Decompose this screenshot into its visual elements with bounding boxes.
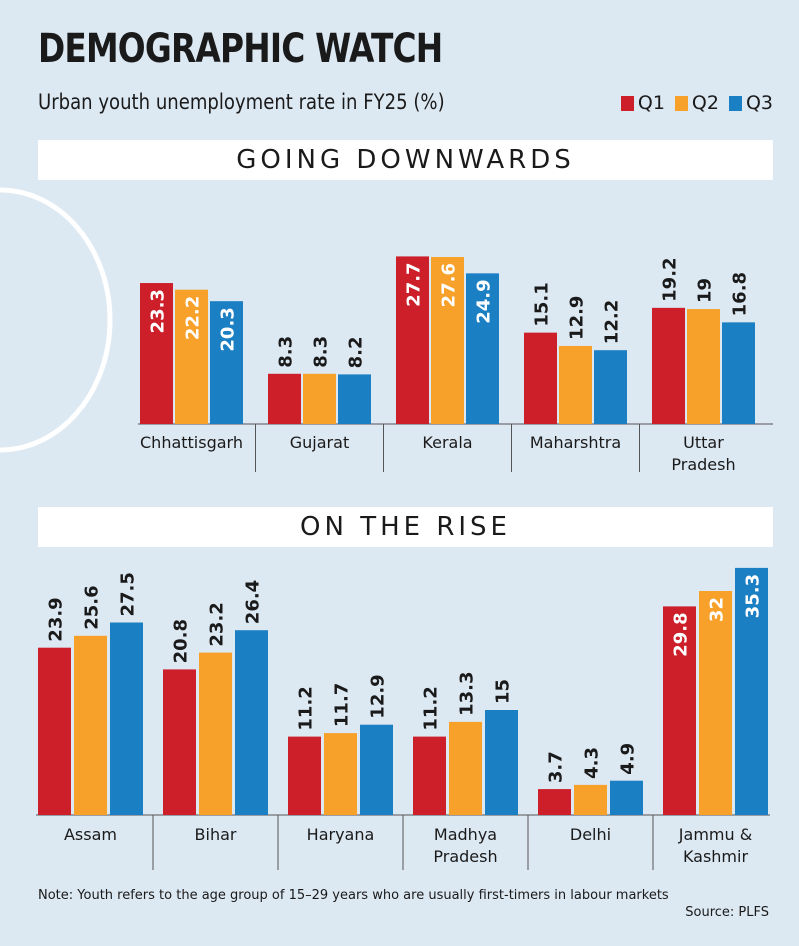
value-label: 25.6 [82,585,103,629]
value-label: 32 [707,597,728,622]
bar-jammu-kashmir-q1 [663,606,696,815]
bar-bihar-q1 [163,669,196,815]
bar-kerala-q2 [431,257,464,424]
bar-gujarat-q3 [338,374,371,424]
legend-label-q2: Q2 [691,92,719,114]
value-label: 8.3 [276,336,297,368]
value-label: 35.3 [743,574,764,618]
value-label: 19 [695,278,716,303]
category-label: Kashmir [683,847,749,866]
bar-chhattisgarh-q2 [175,289,208,424]
bar-jammu-kashmir-q3 [735,567,768,815]
legend-swatch-q2 [674,95,688,111]
value-label: 23.3 [148,289,169,333]
bar-delhi-q3 [610,780,643,815]
bar-madhya-pradesh-q3 [485,710,518,815]
bar-jammu-kashmir-q2 [699,591,732,815]
value-label: 22.2 [183,296,204,340]
bar-haryana-q2 [324,733,357,815]
value-label: 24.9 [474,279,495,323]
value-label: 26.4 [243,580,264,624]
legend-swatch-q3 [728,95,742,111]
value-label: 27.6 [439,263,460,307]
bar-chhattisgarh-q3 [210,301,243,424]
category-label: Bihar [195,825,237,844]
bar-maharshtra-q2 [559,345,592,424]
category-label: Assam [64,825,117,844]
category-label: Jammu & [678,825,752,844]
value-label: 20.8 [171,619,192,663]
section-banner-on-the-rise: ON THE RISE [38,507,773,547]
category-label: Chhattisgarh [140,433,243,452]
bar-delhi-q2 [574,784,607,815]
value-label: 4.9 [618,743,639,775]
bar-haryana-q1 [288,736,321,815]
bar-maharshtra-q3 [594,350,627,424]
category-label: Madhya [434,825,497,844]
bar-uttar-pradesh-q1 [652,307,685,424]
category-label: Pradesh [433,847,497,866]
category-label: Maharshtra [530,433,621,452]
value-label: 8.2 [346,336,367,368]
value-label: 11.7 [332,683,353,727]
value-label: 12.9 [368,674,389,718]
value-label: 19.2 [660,257,681,301]
bar-assam-q2 [74,635,107,815]
bar-haryana-q3 [360,724,393,815]
bar-assam-q1 [38,647,71,815]
category-label: Pradesh [671,455,735,474]
value-label: 16.8 [730,272,751,316]
bar-madhya-pradesh-q2 [449,721,482,815]
legend-label-q3: Q3 [745,92,773,114]
bar-gujarat-q2 [303,373,336,424]
footnote: Note: Youth refers to the age group of 1… [38,888,669,903]
bar-delhi-q1 [538,789,571,815]
legend-label-q1: Q1 [637,92,665,114]
source-credit: Source: PLFS [685,905,769,920]
legend-item-q3: Q3 [728,92,773,114]
value-label: 12.2 [602,300,623,344]
bar-chhattisgarh-q1 [140,283,173,424]
value-label: 13.3 [457,671,478,715]
bar-bihar-q2 [199,652,232,815]
value-label: 15 [493,679,514,704]
value-label: 8.3 [311,336,332,368]
value-label: 11.2 [421,686,442,730]
category-label: Gujarat [290,433,349,452]
bar-kerala-q3 [466,273,499,424]
bar-uttar-pradesh-q2 [687,309,720,424]
decorative-arc [0,187,113,453]
bar-bihar-q3 [235,630,268,815]
value-label: 15.1 [532,282,553,326]
legend-item-q2: Q2 [674,92,719,114]
legend-item-q1: Q1 [620,92,665,114]
value-label: 27.7 [404,262,425,306]
value-label: 3.7 [546,751,567,783]
category-label: Kerala [422,433,472,452]
value-label: 4.3 [582,747,603,779]
section-banner-going-downwards: GOING DOWNWARDS [38,140,773,180]
bar-maharshtra-q1 [524,332,557,424]
bar-gujarat-q1 [268,373,301,424]
page-title: DEMOGRAPHIC WATCH [38,26,443,72]
category-label: Delhi [570,825,611,844]
category-label: Haryana [307,825,375,844]
value-label: 29.8 [671,612,692,656]
value-label: 23.9 [46,597,67,641]
legend-swatch-q1 [620,95,634,111]
bar-kerala-q1 [396,256,429,424]
bar-uttar-pradesh-q3 [722,322,755,424]
category-label: Uttar [683,433,724,452]
value-label: 11.2 [296,686,317,730]
bar-assam-q3 [110,622,143,815]
bar-madhya-pradesh-q1 [413,736,446,815]
legend: Q1 Q2 Q3 [620,92,773,114]
page-subtitle: Urban youth unemployment rate in FY25 (%… [38,90,445,114]
value-label: 20.3 [218,307,239,351]
value-label: 23.2 [207,602,228,646]
value-label: 27.5 [118,572,139,616]
value-label: 12.9 [567,296,588,340]
